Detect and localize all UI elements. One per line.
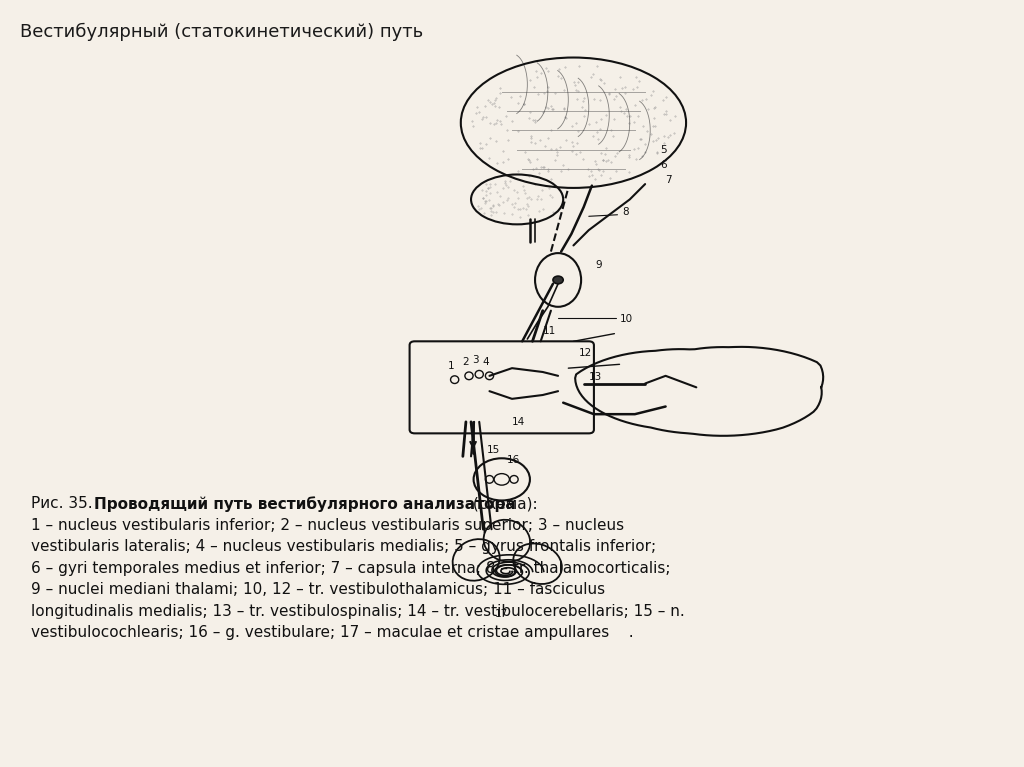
Text: 13: 13 [589,372,602,383]
Text: 3: 3 [472,355,478,366]
Text: 16: 16 [507,455,520,466]
Text: longitudinalis medialis; 13 – tr. vestibulospinalis; 14 – tr. vestibulocerebella: longitudinalis medialis; 13 – tr. vestib… [31,604,684,619]
Text: 4: 4 [482,357,488,367]
Text: Проводящий путь вестибулярного анализатора: Проводящий путь вестибулярного анализато… [94,496,516,512]
Text: 14: 14 [512,416,525,427]
Text: 9: 9 [595,259,601,270]
Text: 5: 5 [660,144,667,155]
Text: 10: 10 [620,314,633,324]
Text: 6: 6 [660,160,667,170]
Text: Вестибулярный (статокинетический) путь: Вестибулярный (статокинетический) путь [20,23,424,41]
Text: 1: 1 [447,360,454,371]
Text: vestibulocochlearis; 16 – g. vestibulare; 17 – maculae et cristae ampullares    : vestibulocochlearis; 16 – g. vestibulare… [31,625,634,640]
Text: 8: 8 [623,207,629,218]
Text: 15: 15 [487,445,500,456]
Text: 17: 17 [496,608,508,619]
Text: (схема):: (схема): [468,496,538,512]
Text: 9 – nuclei mediani thalami; 10, 12 – tr. vestibulothalamicus; 11 – fasciculus: 9 – nuclei mediani thalami; 10, 12 – tr.… [31,582,605,597]
Text: 6 – gyri temporales medius et inferior; 7 – capsula interna; 8 – tr. thalamocort: 6 – gyri temporales medius et inferior; … [31,561,671,576]
Text: 2: 2 [462,357,468,367]
Text: vestibularis lateralis; 4 – nucleus vestibularis medialis; 5 – gyrus frontalis i: vestibularis lateralis; 4 – nucleus vest… [31,539,655,555]
Ellipse shape [553,276,563,284]
Text: 7: 7 [666,175,672,186]
Text: Рис. 35.: Рис. 35. [31,496,97,512]
Text: 11: 11 [543,326,556,337]
Text: 1 – nucleus vestibularis inferior; 2 – nucleus vestibularis superior; 3 – nucleu: 1 – nucleus vestibularis inferior; 2 – n… [31,518,624,533]
Text: 12: 12 [579,347,592,358]
